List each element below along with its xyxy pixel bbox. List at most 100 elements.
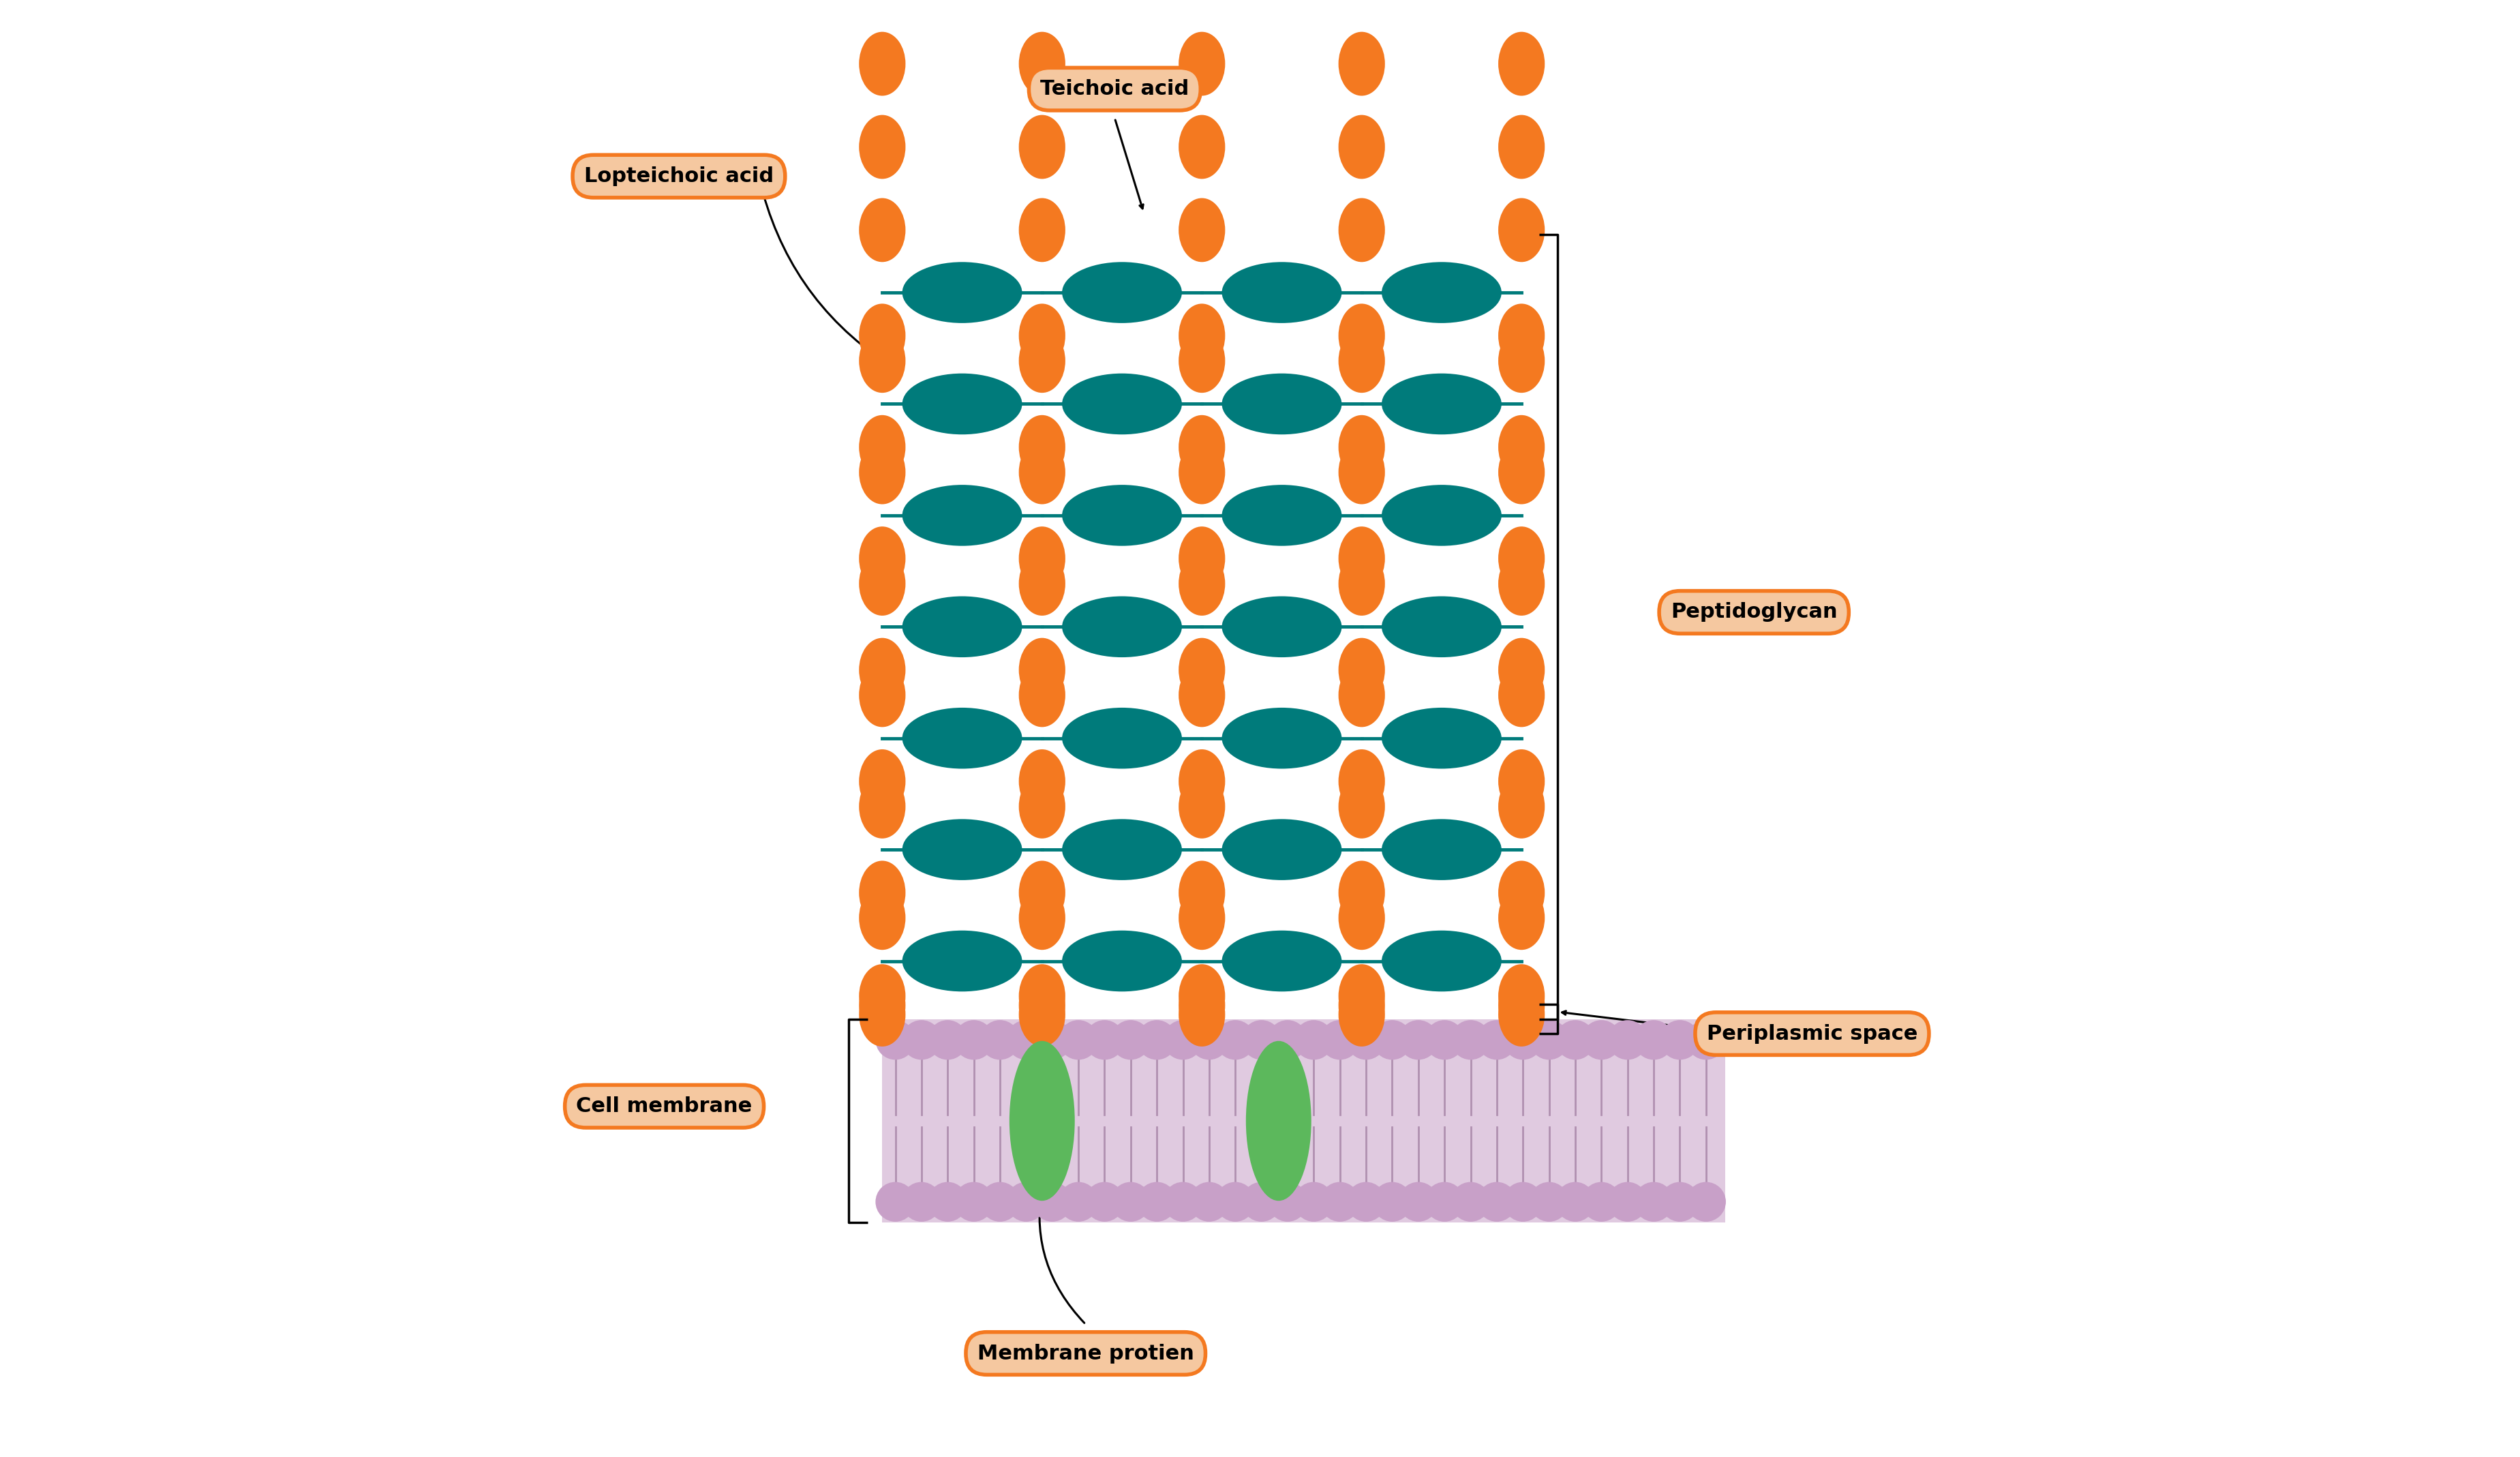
Ellipse shape: [1499, 638, 1545, 702]
Ellipse shape: [859, 198, 905, 262]
Ellipse shape: [927, 1182, 968, 1221]
Ellipse shape: [1018, 440, 1066, 504]
Ellipse shape: [1293, 1020, 1333, 1059]
Ellipse shape: [859, 440, 905, 504]
Ellipse shape: [902, 485, 1023, 546]
Ellipse shape: [1018, 749, 1066, 813]
Text: Periplasmic space: Periplasmic space: [1706, 1024, 1918, 1043]
Ellipse shape: [1018, 775, 1066, 838]
Ellipse shape: [1381, 819, 1502, 880]
Ellipse shape: [1499, 440, 1545, 504]
Ellipse shape: [1502, 1182, 1542, 1221]
Ellipse shape: [1661, 1020, 1698, 1059]
Ellipse shape: [902, 373, 1023, 434]
Ellipse shape: [1338, 982, 1386, 1046]
Ellipse shape: [1338, 965, 1386, 1029]
Ellipse shape: [1381, 373, 1502, 434]
Ellipse shape: [1346, 1182, 1386, 1221]
Ellipse shape: [1242, 1020, 1280, 1059]
Ellipse shape: [1033, 1182, 1071, 1221]
Ellipse shape: [1338, 886, 1386, 950]
Ellipse shape: [1608, 1020, 1648, 1059]
Ellipse shape: [1084, 1020, 1124, 1059]
Ellipse shape: [859, 775, 905, 838]
Ellipse shape: [859, 982, 905, 1046]
Ellipse shape: [980, 1020, 1021, 1059]
Ellipse shape: [1399, 1020, 1439, 1059]
Ellipse shape: [1608, 1182, 1648, 1221]
Ellipse shape: [1477, 1020, 1517, 1059]
Ellipse shape: [1179, 198, 1225, 262]
Ellipse shape: [1018, 886, 1066, 950]
Ellipse shape: [1530, 1182, 1570, 1221]
Ellipse shape: [1499, 32, 1545, 96]
Text: Cell membrane: Cell membrane: [577, 1097, 753, 1116]
Ellipse shape: [1633, 1020, 1673, 1059]
Ellipse shape: [1018, 638, 1066, 702]
Ellipse shape: [1381, 596, 1502, 657]
Ellipse shape: [980, 1182, 1021, 1221]
Ellipse shape: [1499, 861, 1545, 925]
Ellipse shape: [1179, 663, 1225, 727]
Ellipse shape: [1499, 982, 1545, 1046]
Ellipse shape: [902, 708, 1023, 769]
Ellipse shape: [1499, 965, 1545, 1029]
Ellipse shape: [859, 32, 905, 96]
Ellipse shape: [902, 262, 1023, 323]
Text: Lopteichoic acid: Lopteichoic acid: [585, 166, 774, 186]
Ellipse shape: [1179, 32, 1225, 96]
Ellipse shape: [1499, 886, 1545, 950]
Ellipse shape: [1499, 663, 1545, 727]
Ellipse shape: [859, 861, 905, 925]
Ellipse shape: [1179, 526, 1225, 590]
Ellipse shape: [1111, 1020, 1152, 1059]
Ellipse shape: [1018, 982, 1066, 1046]
Ellipse shape: [1179, 329, 1225, 393]
Ellipse shape: [955, 1020, 993, 1059]
Ellipse shape: [1338, 329, 1386, 393]
Ellipse shape: [1373, 1182, 1411, 1221]
Ellipse shape: [1222, 373, 1341, 434]
Ellipse shape: [1018, 861, 1066, 925]
Ellipse shape: [1499, 526, 1545, 590]
Text: Teichoic acid: Teichoic acid: [1041, 79, 1189, 99]
Ellipse shape: [1499, 198, 1545, 262]
Ellipse shape: [1179, 749, 1225, 813]
Ellipse shape: [902, 1182, 942, 1221]
Ellipse shape: [1179, 415, 1225, 479]
Ellipse shape: [1346, 1020, 1386, 1059]
Ellipse shape: [1338, 973, 1386, 1037]
Ellipse shape: [1338, 415, 1386, 479]
Ellipse shape: [1179, 440, 1225, 504]
Ellipse shape: [1179, 552, 1225, 616]
Ellipse shape: [1222, 931, 1341, 992]
Ellipse shape: [874, 1182, 915, 1221]
Ellipse shape: [1215, 1182, 1255, 1221]
Ellipse shape: [1179, 861, 1225, 925]
Ellipse shape: [1061, 596, 1182, 657]
Ellipse shape: [1373, 1020, 1411, 1059]
Ellipse shape: [1018, 526, 1066, 590]
Ellipse shape: [902, 596, 1023, 657]
Ellipse shape: [1222, 708, 1341, 769]
Ellipse shape: [1424, 1182, 1464, 1221]
Ellipse shape: [1338, 663, 1386, 727]
Ellipse shape: [1111, 1182, 1152, 1221]
Ellipse shape: [1018, 115, 1066, 179]
Ellipse shape: [1338, 552, 1386, 616]
Ellipse shape: [859, 115, 905, 179]
Ellipse shape: [1018, 303, 1066, 367]
Ellipse shape: [1338, 32, 1386, 96]
Ellipse shape: [1381, 931, 1502, 992]
Ellipse shape: [1338, 526, 1386, 590]
Ellipse shape: [1179, 638, 1225, 702]
Ellipse shape: [1452, 1020, 1489, 1059]
Ellipse shape: [1005, 1182, 1046, 1221]
Ellipse shape: [1499, 749, 1545, 813]
Ellipse shape: [1137, 1020, 1177, 1059]
Ellipse shape: [1499, 552, 1545, 616]
Ellipse shape: [1499, 115, 1545, 179]
Ellipse shape: [1583, 1020, 1620, 1059]
Ellipse shape: [1499, 303, 1545, 367]
Ellipse shape: [874, 1020, 915, 1059]
